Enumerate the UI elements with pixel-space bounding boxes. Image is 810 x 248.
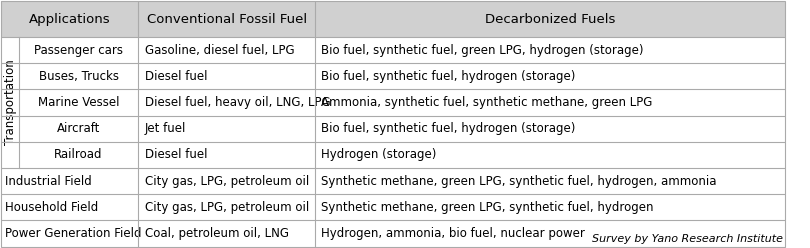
Text: Bio fuel, synthetic fuel, hydrogen (storage): Bio fuel, synthetic fuel, hydrogen (stor… xyxy=(321,70,575,83)
Text: Diesel fuel: Diesel fuel xyxy=(145,70,207,83)
Text: Applications: Applications xyxy=(29,13,111,26)
Bar xyxy=(2,116,785,142)
Text: Marine Vessel: Marine Vessel xyxy=(38,96,119,109)
Bar xyxy=(2,220,785,247)
Bar xyxy=(2,142,785,168)
Text: Bio fuel, synthetic fuel, green LPG, hydrogen (storage): Bio fuel, synthetic fuel, green LPG, hyd… xyxy=(321,44,643,57)
Text: Buses, Trucks: Buses, Trucks xyxy=(39,70,118,83)
Text: Bio fuel, synthetic fuel, hydrogen (storage): Bio fuel, synthetic fuel, hydrogen (stor… xyxy=(321,122,575,135)
Bar xyxy=(2,194,785,220)
Text: Synthetic methane, green LPG, synthetic fuel, hydrogen: Synthetic methane, green LPG, synthetic … xyxy=(321,201,654,214)
Text: Synthetic methane, green LPG, synthetic fuel, hydrogen, ammonia: Synthetic methane, green LPG, synthetic … xyxy=(321,175,717,187)
Text: Survey by Yano Research Institute: Survey by Yano Research Institute xyxy=(592,234,783,244)
Text: Conventional Fossil Fuel: Conventional Fossil Fuel xyxy=(147,13,307,26)
Text: Transportation: Transportation xyxy=(3,60,16,145)
Text: Railroad: Railroad xyxy=(54,148,103,161)
Text: Industrial Field: Industrial Field xyxy=(6,175,92,187)
Text: Decarbonized Fuels: Decarbonized Fuels xyxy=(484,13,615,26)
Bar xyxy=(2,89,785,116)
Bar xyxy=(2,168,785,194)
Bar xyxy=(2,37,785,63)
Bar xyxy=(2,1,785,37)
Text: Ammonia, synthetic fuel, synthetic methane, green LPG: Ammonia, synthetic fuel, synthetic metha… xyxy=(321,96,652,109)
Bar xyxy=(2,63,785,89)
Text: Coal, petroleum oil, LNG: Coal, petroleum oil, LNG xyxy=(145,227,288,240)
Text: Passenger cars: Passenger cars xyxy=(34,44,123,57)
Text: Diesel fuel, heavy oil, LNG, LPG: Diesel fuel, heavy oil, LNG, LPG xyxy=(145,96,330,109)
Text: City gas, LPG, petroleum oil: City gas, LPG, petroleum oil xyxy=(145,175,309,187)
Text: Power Generation Field: Power Generation Field xyxy=(6,227,142,240)
Text: Aircraft: Aircraft xyxy=(57,122,100,135)
Text: Hydrogen, ammonia, bio fuel, nuclear power: Hydrogen, ammonia, bio fuel, nuclear pow… xyxy=(321,227,585,240)
Text: Diesel fuel: Diesel fuel xyxy=(145,148,207,161)
Text: Hydrogen (storage): Hydrogen (storage) xyxy=(321,148,437,161)
Text: Household Field: Household Field xyxy=(6,201,99,214)
Text: Jet fuel: Jet fuel xyxy=(145,122,186,135)
Text: City gas, LPG, petroleum oil: City gas, LPG, petroleum oil xyxy=(145,201,309,214)
Text: Gasoline, diesel fuel, LPG: Gasoline, diesel fuel, LPG xyxy=(145,44,294,57)
